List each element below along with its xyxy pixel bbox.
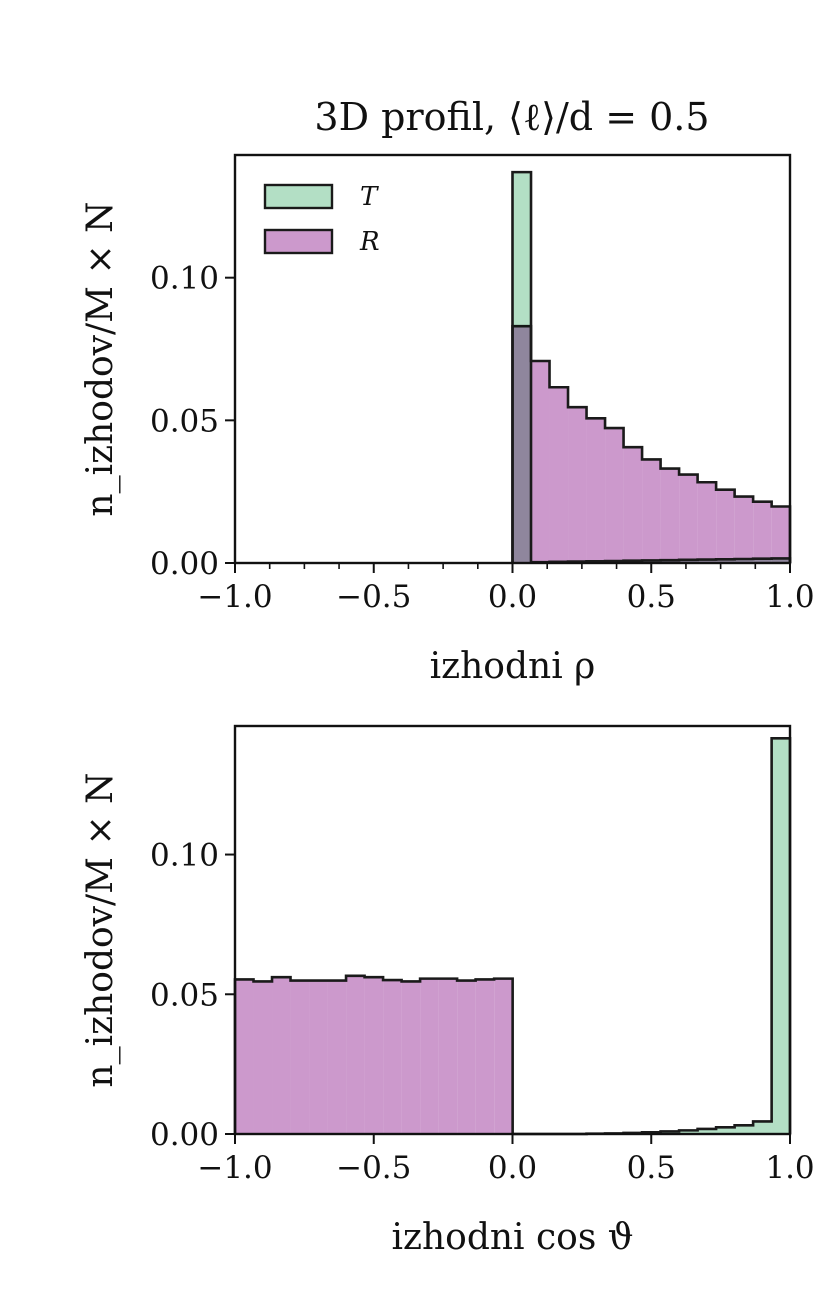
outline-R	[511, 324, 792, 563]
bar-T	[697, 1128, 717, 1134]
bar-R	[623, 447, 643, 563]
bar-R	[716, 489, 735, 563]
bar-T	[697, 559, 717, 563]
series-R	[233, 974, 514, 1134]
bar-R	[753, 501, 772, 563]
legend-label-T: T	[360, 182, 379, 212]
x-tick-label: 1.0	[765, 579, 814, 615]
bar-R	[438, 978, 458, 1134]
bottom-axes: −1.0 −0.5 0.0 0.5 1.0 0.00 0.05 0.10 izhodni cos…	[80, 724, 815, 1258]
bar-T	[734, 1125, 754, 1134]
bar-R	[771, 506, 790, 563]
outline-R	[233, 974, 514, 1134]
x-tick-label: −1.0	[197, 579, 272, 615]
bar-R	[679, 474, 698, 563]
y-tick-label: 0.00	[150, 1117, 219, 1153]
bar-R	[457, 980, 476, 1134]
y-tick-label: 0.05	[150, 977, 219, 1013]
y-axis-label: n_izhodov/M × N	[80, 772, 121, 1087]
bar-T	[716, 1127, 735, 1134]
y-tick-label: 0.10	[150, 261, 219, 297]
y-tick-label: 0.00	[150, 546, 219, 582]
series-R	[511, 324, 792, 563]
bar-R	[253, 981, 273, 1134]
y-tick-label: 0.05	[150, 403, 219, 439]
bar-R	[586, 418, 606, 563]
top-axes: −1.0 −0.5 0.0 0.5 1.0 0.00 0.05 0.10 izhodni ρ n_…	[80, 153, 815, 687]
y-axis-label: n_izhodov/M × N	[80, 201, 121, 516]
bar-R	[420, 978, 439, 1134]
x-tick-label: 0.0	[488, 579, 537, 615]
bar-T	[512, 172, 532, 563]
bar-R	[327, 980, 347, 1134]
y-tick-label: 0.10	[150, 838, 219, 874]
legend: TR	[263, 182, 380, 257]
bar-R	[734, 496, 754, 563]
x-tick-label: 0.0	[488, 1150, 537, 1186]
bar-R	[568, 407, 587, 563]
bar-R	[494, 978, 513, 1134]
bar-R	[346, 975, 365, 1134]
x-axis-label: izhodni ρ	[430, 646, 596, 687]
bar-R	[290, 980, 310, 1134]
legend-swatch-T	[263, 183, 334, 210]
bar-T	[734, 559, 754, 563]
outline-T	[512, 736, 792, 1136]
x-tick-label: −0.5	[336, 579, 411, 615]
bar-R	[383, 980, 402, 1134]
bar-R	[697, 482, 717, 563]
x-tick-label: −0.5	[336, 1150, 411, 1186]
bar-R	[272, 977, 291, 1134]
bar-R	[642, 459, 661, 563]
bar-T	[753, 558, 772, 563]
bar-T	[753, 1121, 772, 1134]
x-axis-label: izhodni cos ϑ	[391, 1217, 633, 1258]
bar-T	[771, 738, 790, 1134]
bar-T	[771, 558, 790, 563]
x-tick-label: −1.0	[197, 1150, 272, 1186]
bar-R	[401, 981, 421, 1134]
bar-R	[235, 979, 254, 1134]
x-tick-label: 0.5	[627, 579, 676, 615]
bar-R	[605, 428, 624, 563]
bar-R	[364, 977, 384, 1134]
bar-R	[475, 979, 495, 1134]
series-T	[512, 736, 792, 1136]
bar-T	[716, 559, 735, 563]
bar-R	[531, 360, 550, 563]
bar-R	[309, 980, 328, 1134]
bar-R	[549, 387, 569, 563]
bar-T	[679, 559, 698, 563]
bar-T	[679, 1130, 698, 1134]
bar-R	[660, 468, 680, 563]
x-tick-label: 1.0	[765, 1150, 814, 1186]
legend-label-R: R	[359, 227, 380, 257]
legend-swatch-R	[263, 228, 334, 255]
chart-title: 3D profil, ⟨ℓ⟩/d = 0.5	[314, 95, 709, 139]
bar-T	[660, 560, 680, 563]
x-tick-label: 0.5	[627, 1150, 676, 1186]
